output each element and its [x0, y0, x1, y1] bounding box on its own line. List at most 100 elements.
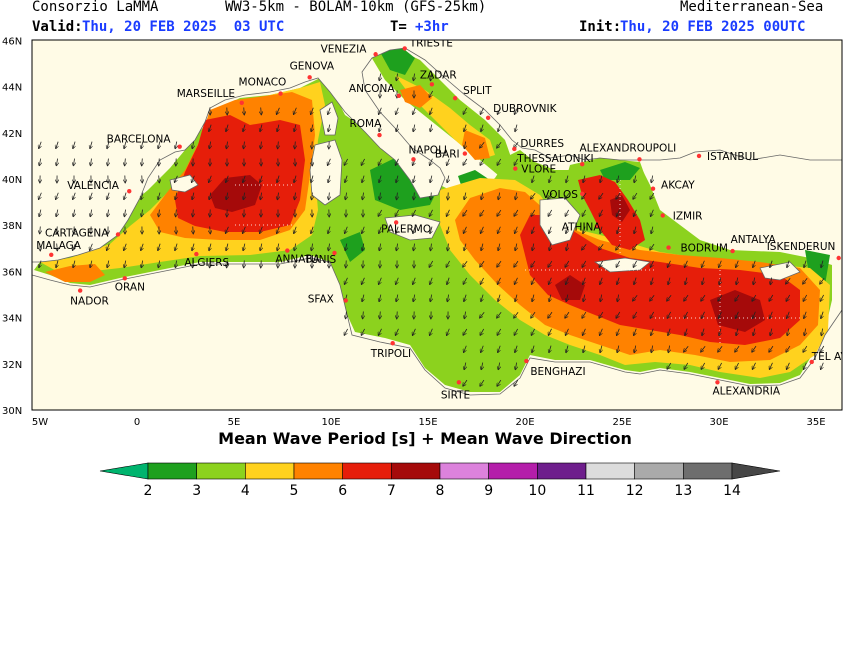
wave-direction-arrow [770, 362, 773, 369]
city-dot [730, 248, 735, 254]
wave-direction-arrow [633, 243, 638, 250]
city-label: NAPOLI [408, 144, 447, 156]
wave-direction-arrow [158, 243, 160, 251]
city-dot [77, 288, 83, 293]
city-dot [594, 224, 599, 229]
city-dot [715, 380, 720, 385]
wave-direction-arrow [582, 192, 587, 199]
city-dot [177, 144, 182, 149]
wave-direction-arrow [175, 141, 176, 149]
wave-direction-arrow [532, 294, 534, 302]
colorbar-swatch [391, 462, 441, 480]
city-dot [194, 251, 199, 257]
wave-direction-arrow [752, 294, 757, 301]
wave-direction-arrow [718, 362, 722, 369]
wave-direction-arrow [311, 175, 313, 183]
wave-direction-arrow [244, 260, 245, 268]
city-label: NADOR [70, 296, 109, 308]
wave-direction-arrow [413, 175, 415, 183]
wave-direction-arrow [549, 277, 552, 284]
wave-direction-arrow [480, 107, 484, 114]
wave-direction-arrow [787, 311, 790, 319]
wave-direction-arrow [702, 277, 704, 285]
wave-direction-arrow [158, 141, 160, 149]
wave-direction-arrow [124, 260, 125, 268]
wave-direction-arrow [633, 260, 637, 267]
wave-direction-arrow [227, 260, 228, 268]
city-dot [836, 255, 841, 261]
wave-direction-arrow [209, 175, 212, 182]
wave-direction-arrow [582, 260, 587, 267]
map-title: Mean Wave Period [s] + Mean Wave Directi… [218, 429, 632, 448]
wave-direction-arrow [396, 73, 397, 81]
wave-direction-arrow [430, 226, 432, 234]
colorbar-label: 2 [144, 483, 153, 499]
wave-direction-arrow [328, 107, 331, 115]
wave-direction-arrow [599, 209, 603, 216]
wave-direction-arrow [633, 295, 638, 300]
wave-direction-arrow [345, 175, 347, 183]
wave-direction-arrow [312, 192, 313, 200]
wave-direction-arrow [684, 311, 688, 318]
wave-direction-arrow [431, 192, 432, 200]
wave-direction-arrow [599, 260, 604, 267]
wave-direction-arrow [497, 107, 501, 114]
wave-direction-arrow [396, 277, 399, 284]
wave-direction-arrow [599, 311, 604, 318]
wave-direction-arrow [804, 328, 805, 336]
wave-direction-arrow [447, 209, 450, 216]
city-dot [411, 157, 416, 162]
wave-direction-arrow [821, 362, 824, 369]
wave-direction-arrow [617, 277, 619, 285]
wave-direction-arrow [209, 141, 210, 149]
wave-direction-arrow [497, 311, 502, 318]
wave-direction-arrow [431, 73, 432, 81]
wave-direction-arrow [803, 277, 808, 284]
wave-direction-arrow [463, 107, 467, 114]
lat-label: 32N [2, 360, 22, 371]
wave-direction-arrow [566, 294, 568, 302]
wave-direction-arrow [752, 345, 757, 352]
wave-direction-arrow [497, 209, 502, 216]
wave-direction-arrow [158, 192, 160, 200]
wave-direction-arrow [634, 226, 636, 234]
wave-direction-arrow [650, 243, 655, 250]
wave-direction-arrow [429, 260, 434, 267]
wave-direction-arrow [328, 124, 329, 132]
wave-direction-arrow [448, 243, 449, 251]
wave-direction-arrow [260, 226, 263, 233]
wave-direction-arrow [600, 294, 601, 302]
wave-direction-arrow [786, 345, 791, 352]
wave-direction-arrow [447, 226, 449, 234]
wave-direction-arrow [193, 209, 194, 217]
wave-direction-arrow [651, 226, 653, 234]
wave-direction-arrow [193, 260, 194, 268]
wave-direction-arrow [515, 107, 518, 114]
latitude-labels: 46N 44N 42N 40N 38N 36N 34N 32N 30N [2, 36, 22, 417]
wave-direction-arrow [159, 175, 160, 183]
wave-direction-arrow [480, 277, 484, 284]
colorbar-swatch [245, 462, 295, 480]
wave-direction-arrow [278, 141, 279, 149]
city-label: GENOVA [290, 60, 335, 72]
wave-direction-arrow [787, 260, 789, 268]
wave-direction-arrow [549, 243, 550, 251]
wave-direction-arrow [430, 124, 431, 132]
wave-direction-arrow [565, 260, 570, 267]
wave-direction-arrow [379, 107, 382, 114]
wave-direction-arrow [701, 362, 706, 369]
wave-direction-arrow [429, 90, 434, 97]
wave-direction-arrow [209, 124, 211, 132]
colorbar-label: 12 [626, 483, 644, 499]
wave-direction-arrow [294, 226, 296, 234]
wave-direction-arrow [668, 260, 671, 267]
wave-direction-arrow [447, 158, 450, 165]
city-label: ALEXANDRIA [712, 385, 780, 397]
wave-direction-arrow [413, 294, 414, 302]
wave-direction-arrow [769, 294, 774, 301]
city-label: BARCELONA [107, 134, 172, 146]
wave-direction-arrow [804, 362, 807, 369]
city-dot [396, 93, 402, 99]
wave-direction-arrow [821, 260, 823, 268]
wave-direction-arrow [378, 158, 382, 165]
